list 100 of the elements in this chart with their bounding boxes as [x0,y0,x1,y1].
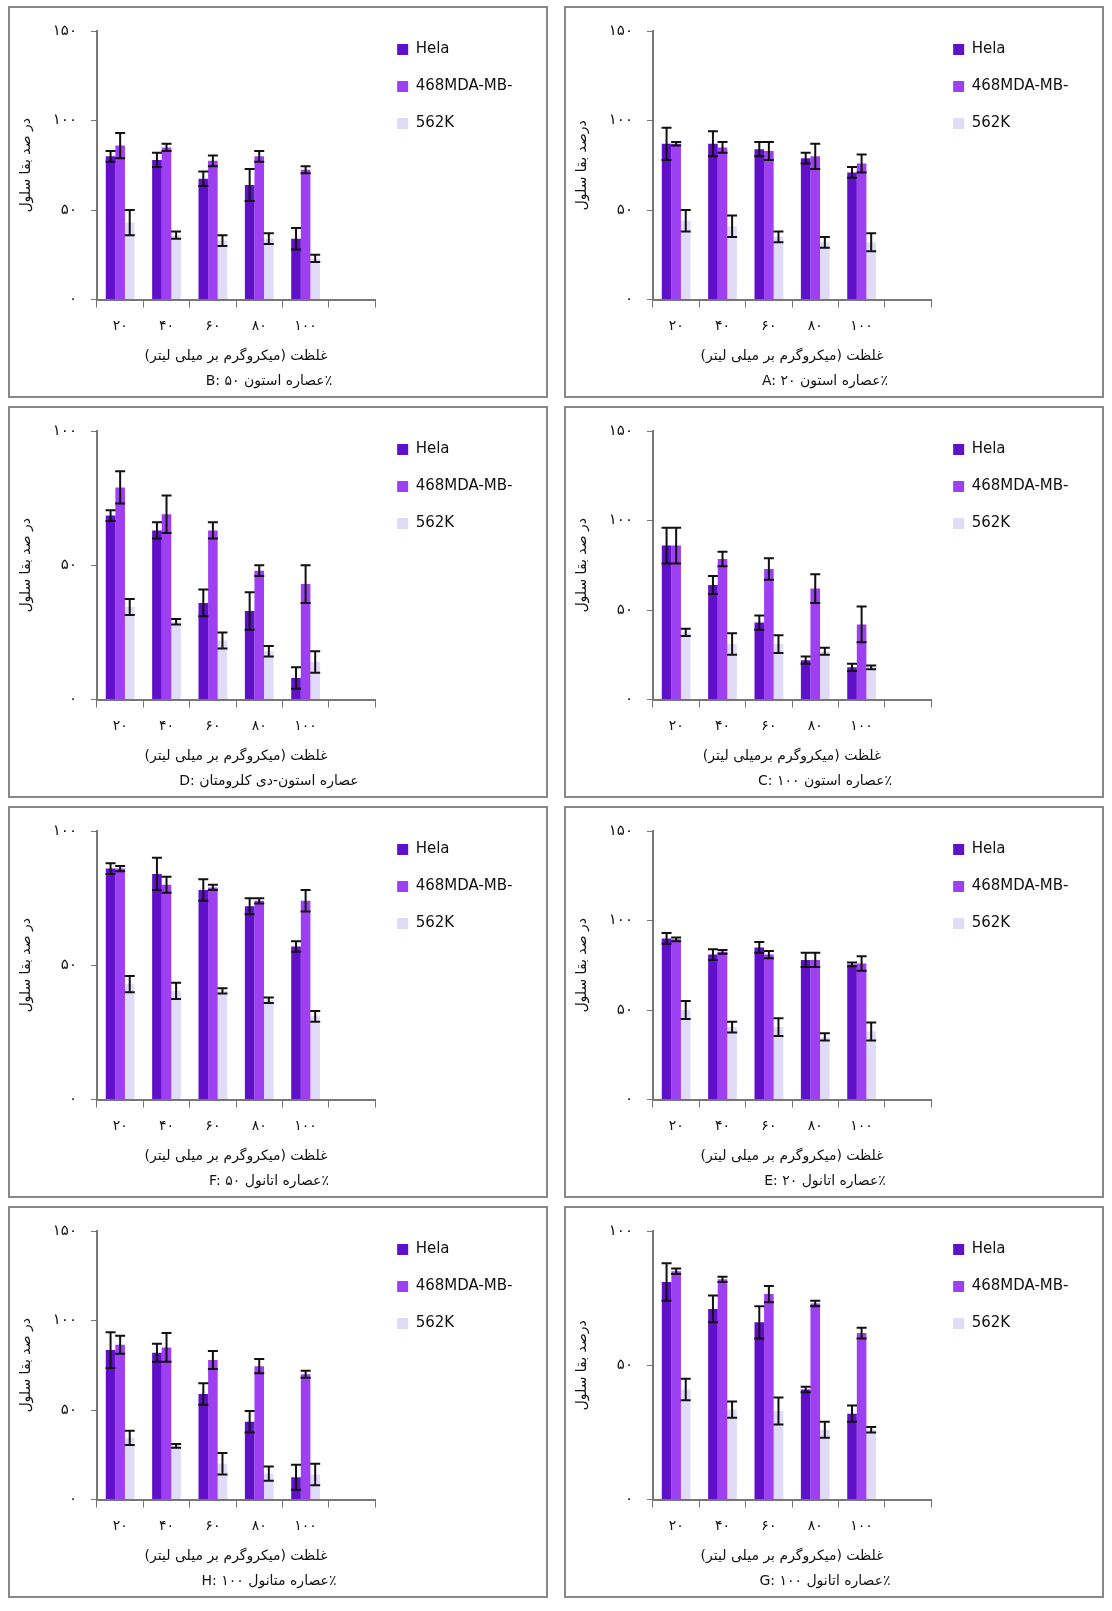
y-tick-label: ۱۰۰ [52,820,77,839]
bar [105,156,116,300]
legend-label: Hela [971,839,1008,858]
legend-label: 562K [415,113,456,132]
y-tick-label: ۰ [68,1089,77,1108]
bar [115,868,125,1100]
y-axis-title: در صد بقا سلول [573,518,591,613]
y-tick-label: ۱۵۰ [52,20,77,39]
legend-label: 562K [415,513,456,532]
bar [115,487,125,700]
bar [171,235,181,300]
text: B: عصاره استون ۵۰٪ [205,372,333,390]
bar [810,1303,821,1500]
bar [717,951,728,1100]
y-tick-label: ۵۰ [616,599,633,618]
bar [254,570,265,700]
bar [152,159,162,300]
legend-label: Hela [415,1239,452,1258]
x-tick-label: ۸۰ [251,316,267,333]
bar [717,559,728,700]
legend-label: 562K [971,913,1012,932]
bar [208,530,218,700]
y-tick-label: ۵۰ [60,955,77,974]
x-tick-label: ۸۰ [251,716,267,733]
x-tick-label: ۴۰ [714,316,731,333]
y-tick-label: ۵۰ [616,1355,633,1374]
y-tick-label: ۱۰۰ [52,1310,77,1329]
bar [800,959,811,1100]
bar [171,990,181,1100]
legend-label: 468MDA-MB- [415,876,514,895]
bar [820,1429,830,1500]
x-tick-label: ۶۰ [761,716,777,733]
bar [754,149,765,300]
bar [680,1389,691,1500]
y-tick-label: ۰ [68,689,77,708]
bar [866,1429,876,1500]
bar [820,242,830,300]
bar [208,1359,218,1500]
legend-label: 562K [415,913,456,932]
bar [291,238,301,300]
bar [680,220,691,300]
bar [800,1389,811,1500]
y-tick-label: ۵۰ [616,199,633,218]
bar [152,530,162,700]
bar [708,585,718,700]
x-axis-title: غلظت (میکروگرم بر میلی لیتر) [144,747,328,765]
legend-label: Hela [971,1239,1008,1258]
bar [708,1308,718,1500]
y-tick-label: ۰ [68,289,77,308]
bar [208,160,218,300]
y-axis-title: در صد بقا سلول [17,1318,35,1413]
bar [254,900,265,1100]
legend-label: Hela [415,439,452,458]
x-tick-label: ۲۰ [112,1116,128,1133]
bar [754,947,765,1100]
x-tick-label: ۱۰۰ [294,716,317,733]
legend-label: Hela [415,839,452,858]
bar [115,145,125,300]
bar [171,621,181,700]
bar [810,156,821,300]
bar [727,644,737,700]
legend-label: Hela [971,39,1008,58]
y-tick-label: ۰ [68,1489,77,1508]
bar [310,1016,320,1100]
y-tick-label: ۱۰۰ [608,1220,633,1239]
bar [671,545,681,700]
x-tick-label: ۶۰ [761,1516,777,1533]
bar [661,143,672,300]
bar [217,990,228,1100]
bar [300,169,311,300]
bar [208,887,218,1100]
text: A: عصاره استون ۲۰٪ [761,372,889,390]
y-tick-label: ۰ [624,289,633,308]
x-tick-label: ۱۰۰ [850,316,873,333]
bar [124,984,135,1100]
y-tick-label: ۱۰۰ [608,910,633,929]
bar [161,514,172,700]
x-tick-label: ۸۰ [251,1516,267,1533]
x-tick-label: ۲۰ [112,716,128,733]
bar [856,163,867,300]
y-tick-label: ۰ [624,1489,633,1508]
bar [198,1393,209,1500]
bar [671,143,681,300]
bar [847,172,857,300]
x-axis-title: غلظت (میکروگرم بر میلی لیتر) [144,1547,328,1565]
legend-label: 562K [971,513,1012,532]
y-tick-label: ۱۰۰ [608,510,633,529]
bar [152,873,162,1100]
x-tick-label: ۲۰ [668,1516,684,1533]
x-tick-label: ۱۰۰ [294,1516,317,1533]
text: C: عصاره استون ۱۰۰٪ [757,772,893,790]
bar [820,1036,830,1100]
bar [198,890,209,1100]
bar [198,178,209,300]
x-tick-label: ۴۰ [714,1516,731,1533]
bar [161,147,172,300]
legend-label: 562K [971,113,1012,132]
legend-label: 468MDA-MB- [415,76,514,95]
bar [820,651,830,700]
bar [105,515,116,700]
